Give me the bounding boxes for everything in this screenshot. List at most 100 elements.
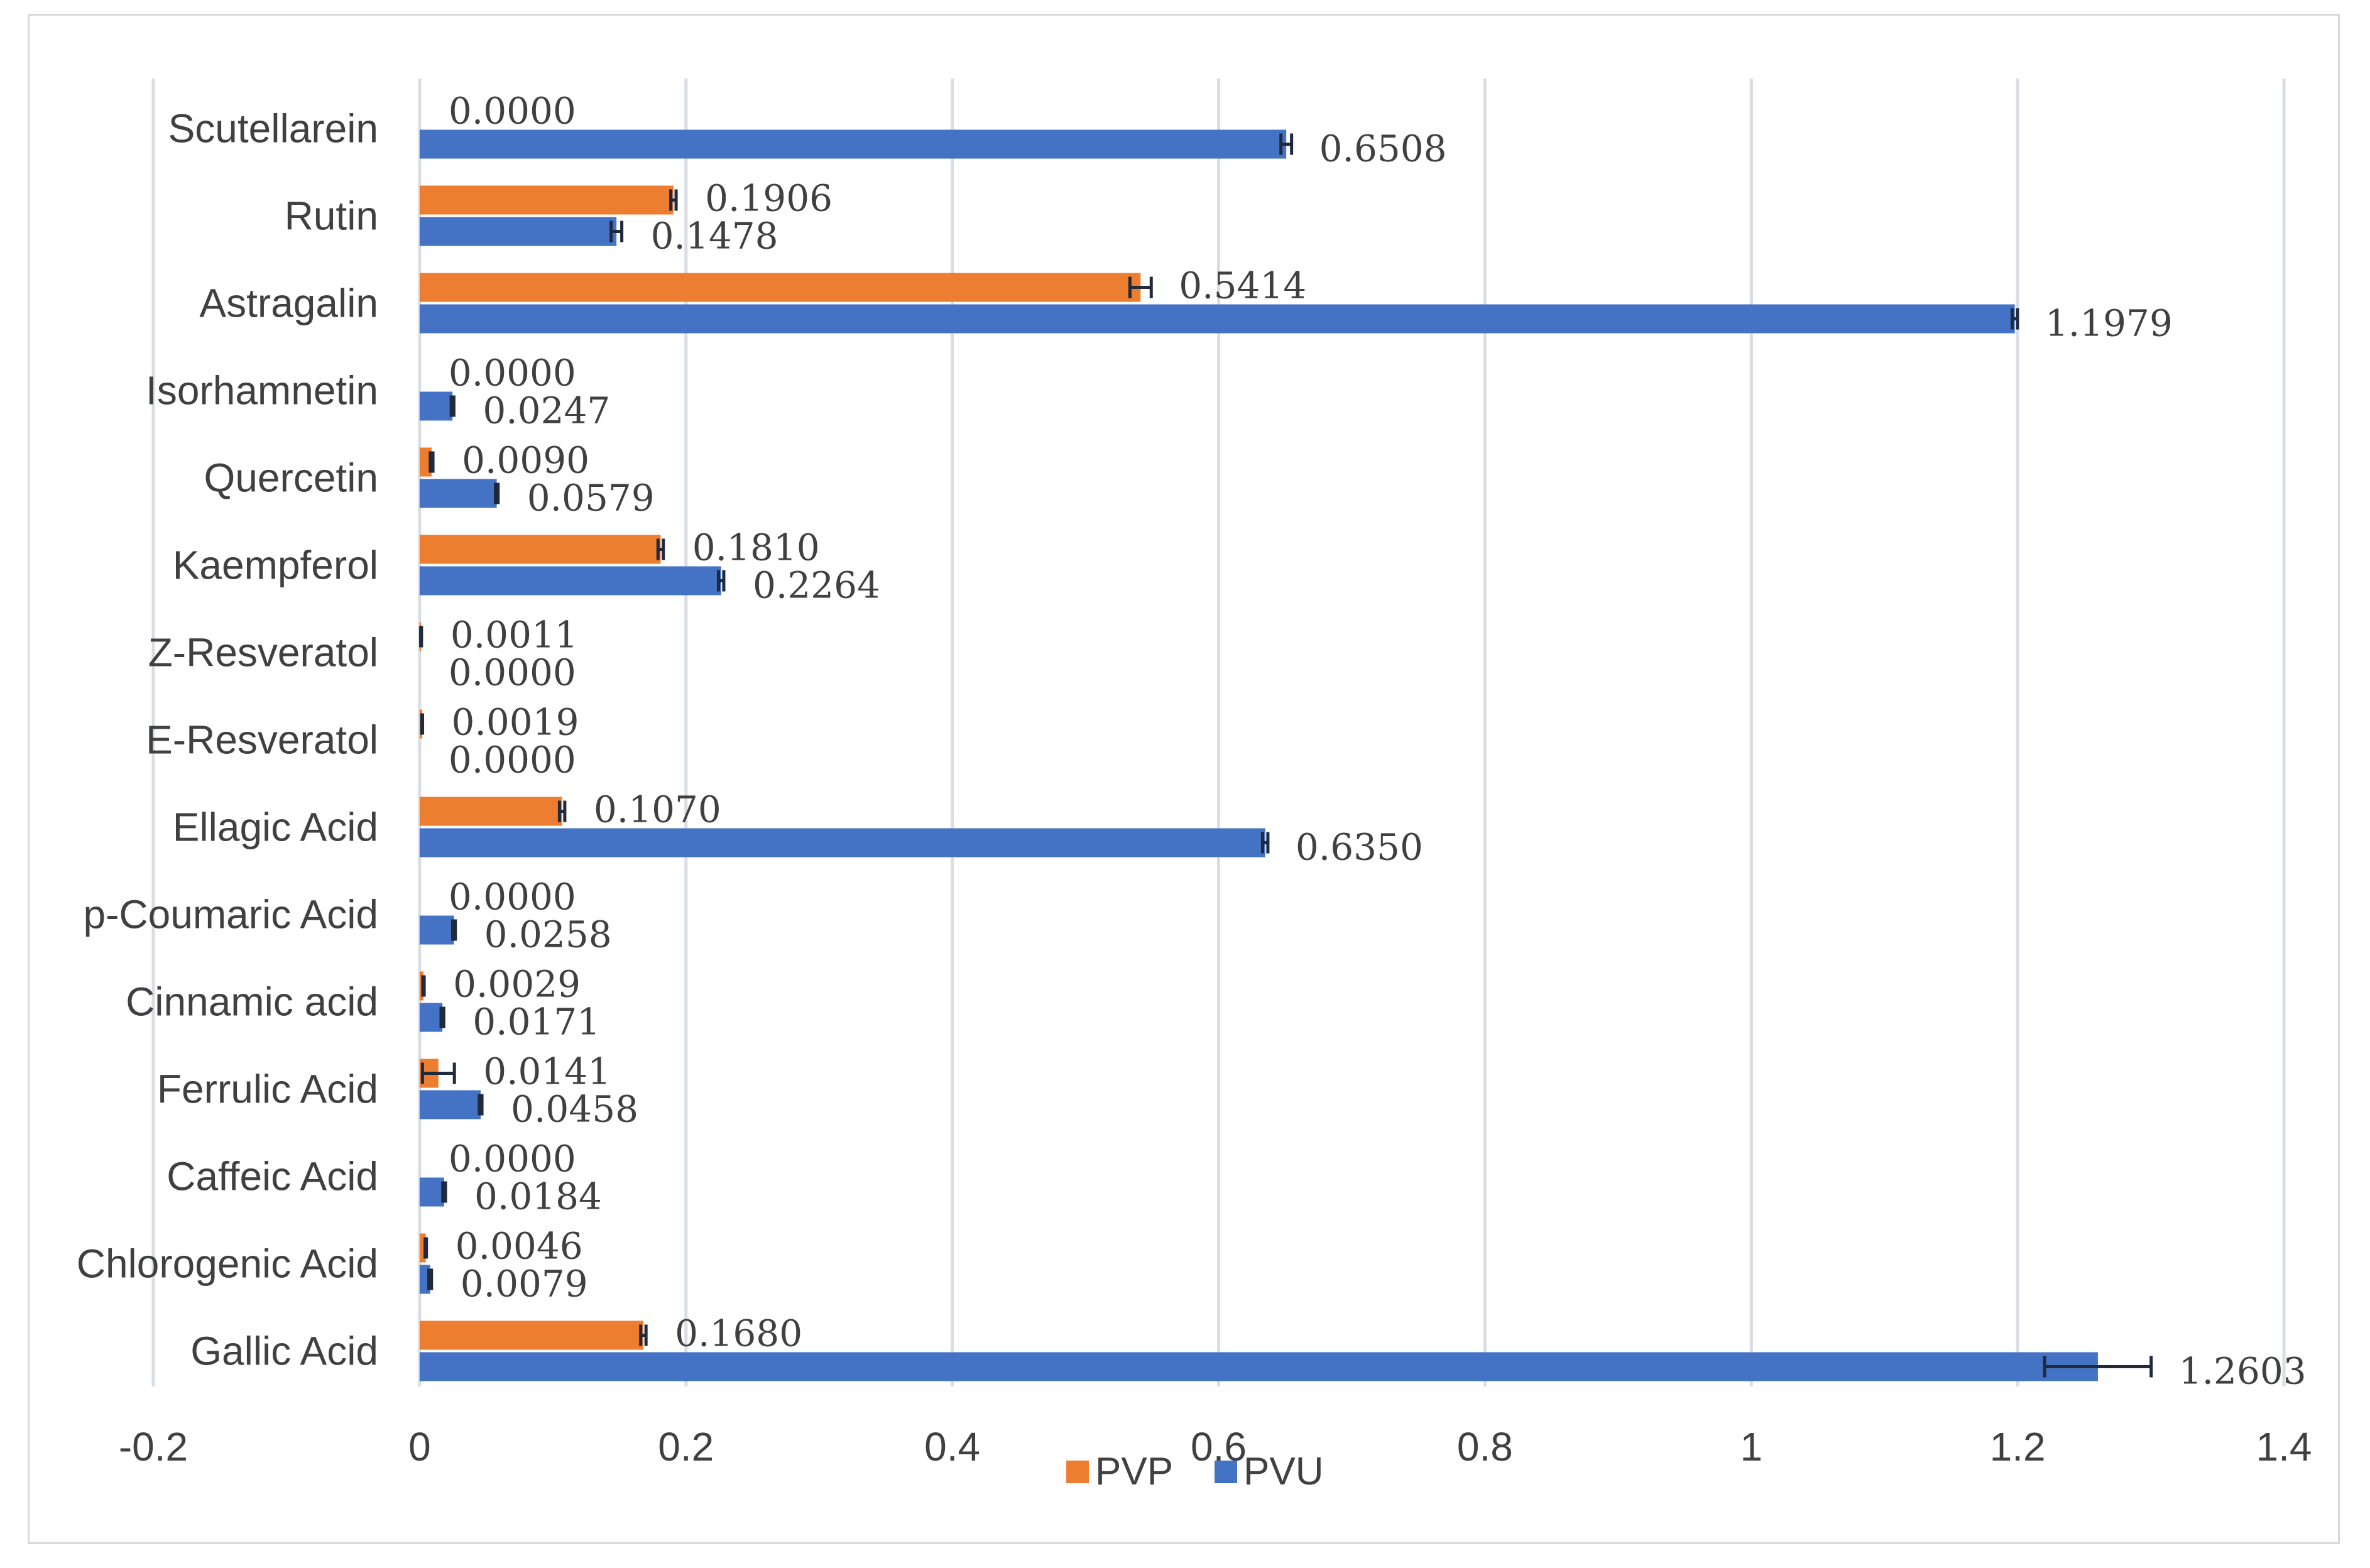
data-label-pvp-8: 0.1070 (594, 788, 721, 831)
x-tick-label-8: 1.4 (2256, 1424, 2312, 1469)
legend: PVP PVU (1066, 1450, 1323, 1493)
error-bar-pvp-1 (669, 189, 678, 211)
bar-pvu-0 (419, 129, 1287, 159)
data-label-pvu-6: 0.0000 (449, 651, 576, 694)
error-bar-pvu-9 (451, 919, 457, 941)
category-labels: Scutellarein Rutin Astragalin Isorhamnetin Q… (77, 106, 378, 1374)
error-bar-pvu-2 (2010, 308, 2019, 330)
bar-pvp-4 (419, 447, 432, 477)
data-label-pvu-14: 1.2603 (2179, 1350, 2307, 1393)
data-label-pvu-2: 1.1979 (2045, 302, 2173, 345)
chart-frame: 0.0000 0.6508 0.1906 0.1478 0.5414 1.1979 0.00… (28, 14, 2340, 1544)
data-label-pvp-0: 0.0000 (449, 90, 576, 133)
data-label-pvp-13: 0.0046 (456, 1225, 583, 1268)
bars (419, 129, 2098, 1381)
legend-label-pvu: PVU (1243, 1450, 1323, 1493)
bar-pvu-3 (419, 391, 453, 421)
data-label-pvu-1: 0.1478 (651, 215, 778, 258)
category-label-5: Kaempferol (173, 543, 378, 588)
category-label-10: Cinnamic acid (126, 979, 378, 1025)
error-bar-pvu-12 (441, 1181, 447, 1203)
bar-pvu-8 (419, 828, 1265, 858)
bar-pvp-5 (419, 535, 661, 564)
data-label-pvu-13: 0.0079 (461, 1263, 588, 1305)
x-tick-label-1: 0 (408, 1424, 431, 1469)
data-label-pvp-3: 0.0000 (449, 352, 576, 395)
bar-pvp-14 (419, 1320, 643, 1350)
data-label-pvp-1: 0.1906 (705, 177, 833, 220)
error-bar-pvu-13 (427, 1268, 434, 1290)
data-label-pvu-4: 0.0579 (527, 477, 655, 520)
data-label-pvp-2: 0.5414 (1179, 264, 1306, 307)
data-label-pvp-14: 0.1680 (675, 1312, 802, 1355)
error-bar-pvp-5 (656, 538, 665, 560)
legend-swatch-pvu (1215, 1461, 1237, 1483)
bar-pvu-2 (419, 304, 2015, 334)
legend-swatch-pvp (1066, 1461, 1089, 1483)
bar-pvu-14 (419, 1352, 2098, 1381)
category-label-8: Ellagic Acid (173, 805, 378, 850)
error-bar-pvp-4 (429, 451, 435, 473)
legend-label-pvp: PVP (1095, 1450, 1173, 1493)
error-bar-pvu-10 (439, 1006, 445, 1028)
x-tick-label-7: 1.2 (1990, 1424, 2046, 1469)
bar-pvu-1 (419, 217, 617, 246)
category-label-9: p-Coumaric Acid (84, 892, 379, 937)
bar-pvu-9 (419, 915, 454, 945)
data-label-pvp-6: 0.0011 (451, 614, 578, 656)
category-label-2: Astragalin (199, 281, 378, 326)
data-label-pvu-11: 0.0458 (511, 1088, 638, 1131)
error-bar-pvu-11 (478, 1094, 484, 1116)
bar-pvu-12 (419, 1177, 444, 1207)
category-label-11: Ferrulic Acid (157, 1067, 378, 1112)
category-label-1: Rutin (285, 193, 378, 239)
error-bar-pvu-14 (2043, 1356, 2153, 1378)
data-label-pvu-5: 0.2264 (753, 564, 880, 607)
error-bar-pvp-6 (419, 626, 423, 648)
error-bar-pvu-4 (493, 482, 500, 504)
bar-pvu-4 (419, 479, 497, 508)
category-label-6: Z-Resveratol (148, 630, 378, 675)
x-tick-label-0: -0.2 (119, 1424, 188, 1469)
x-tick-label-5: 0.8 (1457, 1424, 1513, 1469)
error-bar-pvp-2 (1128, 276, 1153, 298)
error-bar-pvp-13 (423, 1237, 429, 1259)
error-bar-pvp-11 (420, 1062, 456, 1084)
data-label-pvp-9: 0.0000 (449, 876, 576, 918)
data-label-pvu-10: 0.0171 (472, 1001, 600, 1043)
data-label-pvp-5: 0.1810 (692, 526, 820, 569)
x-tick-label-6: 1 (1740, 1424, 1762, 1469)
error-bar-pvu-3 (449, 395, 456, 417)
data-label-pvu-3: 0.0247 (483, 389, 610, 432)
error-bar-pvu-8 (1260, 832, 1270, 854)
error-bar-pvp-8 (557, 800, 567, 822)
data-label-pvp-10: 0.0029 (453, 963, 581, 1006)
data-label-pvp-11: 0.0141 (483, 1050, 611, 1093)
bar-pvu-11 (419, 1090, 481, 1119)
data-label-pvu-9: 0.0258 (484, 913, 612, 956)
category-label-4: Quercetin (204, 455, 378, 501)
bar-pvp-2 (419, 273, 1141, 302)
error-bar-pvp-14 (639, 1324, 648, 1346)
bar-pvp-8 (419, 797, 562, 826)
error-bar-pvu-1 (609, 220, 624, 242)
data-label-pvu-7: 0.0000 (449, 739, 576, 781)
x-tick-label-3: 0.4 (924, 1424, 980, 1469)
bar-pvp-13 (419, 1233, 426, 1263)
x-tick-label-2: 0.2 (658, 1424, 714, 1469)
category-label-14: Gallic Acid (190, 1329, 378, 1374)
error-bar-pvu-5 (716, 570, 726, 592)
x-axis-tick-labels: -0.2 0 0.2 0.4 0.6 0.8 1 1.2 1.4 (119, 1424, 2312, 1469)
error-bar-pvu-0 (1279, 133, 1294, 155)
data-label-pvu-12: 0.0184 (474, 1175, 602, 1218)
category-label-3: Isorhamnetin (146, 368, 378, 413)
data-label-pvu-0: 0.6508 (1319, 128, 1447, 170)
bar-pvu-10 (419, 1003, 443, 1032)
category-label-7: E-Resveratol (146, 717, 378, 763)
error-bar-pvp-10 (421, 975, 426, 997)
category-label-0: Scutellarein (168, 106, 378, 151)
data-label-pvu-8: 0.6350 (1296, 826, 1423, 869)
error-bars (419, 133, 2153, 1378)
